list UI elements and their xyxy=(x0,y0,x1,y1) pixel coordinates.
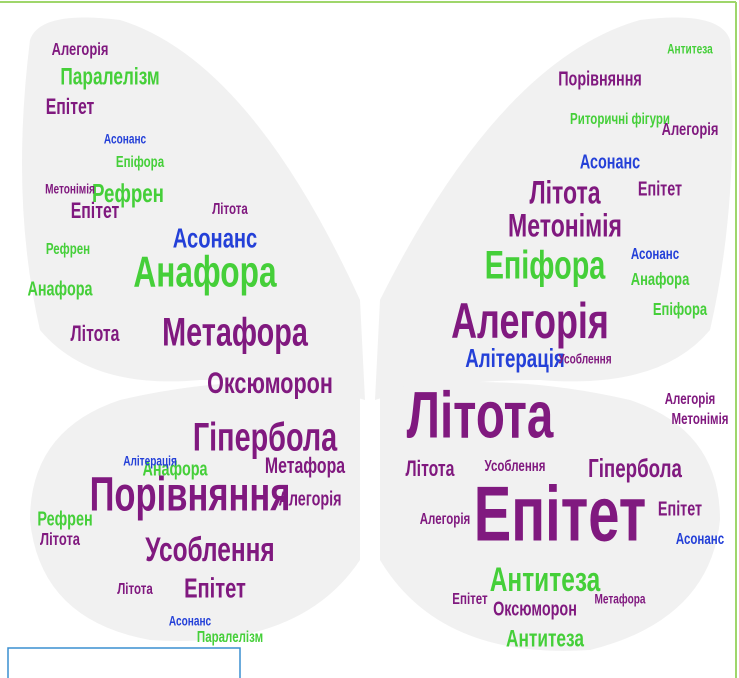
inset-frame xyxy=(8,648,240,678)
word: Епітет xyxy=(46,95,95,119)
word: Антитеза xyxy=(490,561,601,599)
word: Гіпербола xyxy=(193,415,338,460)
word: Літота xyxy=(40,530,80,550)
word: Метафора xyxy=(595,591,646,607)
word: Метонімія xyxy=(508,208,622,244)
word: Метафора xyxy=(162,310,308,355)
word: Паралелізм xyxy=(60,64,159,90)
word: Епітет xyxy=(638,177,683,200)
word: Літота xyxy=(529,175,601,211)
word: Рефрен xyxy=(37,507,92,530)
word: Асонанс xyxy=(169,613,211,629)
word: Усоблення xyxy=(485,456,546,474)
word: Алегорія xyxy=(420,509,471,527)
word: Асонанс xyxy=(104,131,146,147)
word: Анафора xyxy=(631,270,690,290)
word: Епітет xyxy=(71,199,120,223)
word: Асонанс xyxy=(676,529,725,547)
word: Антитеза xyxy=(667,41,713,57)
word: Літота xyxy=(212,199,248,217)
word: Алегорія xyxy=(52,40,109,60)
word: Алегорія xyxy=(662,120,719,140)
word: Оксюморон xyxy=(207,365,333,399)
word: Епітет xyxy=(658,497,703,520)
word: Паралелізм xyxy=(197,627,263,645)
word: Асонанс xyxy=(580,150,641,173)
word: Епітет xyxy=(474,471,646,558)
word: Алітерація xyxy=(123,453,177,469)
word: Літота xyxy=(117,579,153,597)
word: Анафора xyxy=(27,277,92,300)
word: Епіфора xyxy=(653,300,707,320)
word: Метафора xyxy=(265,454,345,478)
word: Алегорія xyxy=(665,389,716,407)
word: Усоблення xyxy=(145,531,274,569)
word: Літота xyxy=(71,322,120,346)
word: Алегорія xyxy=(451,295,609,350)
word-cloud: Алегорія Паралелізм Епітет Асонанс Епіфора Ре… xyxy=(0,0,739,678)
word: Рефрен xyxy=(46,239,90,257)
word: Риторичні фігури xyxy=(570,109,670,127)
word: Алітерація xyxy=(465,343,565,373)
word: Епітет xyxy=(452,589,488,607)
word: Антитеза xyxy=(506,626,584,652)
word: Асонанс xyxy=(631,244,680,262)
word: Оксюморон xyxy=(493,597,577,620)
word: Епіфора xyxy=(116,152,164,170)
word: Усоблення xyxy=(558,351,611,367)
word: Алегорія xyxy=(278,487,341,510)
word: Метонімія xyxy=(45,181,95,197)
word: Літота xyxy=(407,379,555,452)
word: Літота xyxy=(406,457,455,481)
word: Метонімія xyxy=(672,409,729,427)
word: Порівняння xyxy=(558,67,642,90)
word: Епітет xyxy=(184,573,246,604)
word: Епіфора xyxy=(485,243,606,288)
word: Анафора xyxy=(133,248,277,297)
